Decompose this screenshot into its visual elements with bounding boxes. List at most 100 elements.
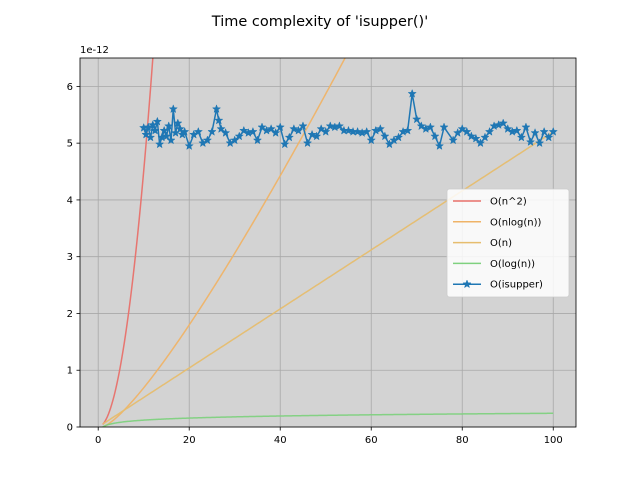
x-tick-label: 40: [274, 435, 287, 446]
data-point: [525, 137, 536, 147]
y-tick-label: 0: [67, 423, 73, 434]
data-point: [166, 135, 176, 145]
data-point: [539, 126, 549, 136]
data-point: [448, 135, 458, 145]
x-tick-label: 20: [183, 435, 196, 446]
data-point: [430, 131, 440, 141]
data-point: [471, 133, 481, 143]
data-point: [366, 135, 376, 145]
data-point: [512, 125, 522, 135]
y-offset-label: 1e-12: [80, 45, 109, 56]
legend-label: O(n^2): [490, 197, 527, 208]
data-point: [214, 115, 224, 125]
data-point: [164, 121, 174, 131]
data-point: [220, 128, 231, 137]
data-point: [307, 129, 317, 139]
legend-label: O(isupper): [490, 280, 543, 291]
data-point: [216, 124, 226, 133]
data-point: [434, 141, 445, 150]
series-line-O(log(n)): [102, 412, 554, 427]
data-point: [159, 125, 169, 135]
data-point: [343, 125, 354, 135]
series-group: [102, 58, 558, 427]
axes-frame: [79, 57, 577, 428]
data-point: [211, 104, 222, 114]
x-tick-label: 0: [95, 435, 101, 446]
data-point: [521, 122, 531, 132]
data-point: [544, 132, 554, 142]
data-point: [462, 126, 472, 136]
data-point: [516, 132, 527, 142]
data-point: [234, 131, 244, 141]
data-point: [475, 138, 486, 148]
data-point: [393, 132, 404, 142]
data-point: [248, 126, 258, 136]
data-point: [154, 139, 165, 149]
data-point: [439, 122, 449, 132]
data-point: [266, 124, 276, 133]
y-tick-label: 3: [67, 252, 73, 263]
data-point: [289, 124, 299, 133]
data-point: [321, 126, 331, 136]
data-point: [161, 131, 172, 141]
data-point: [534, 138, 545, 148]
data-point: [548, 126, 558, 136]
data-point: [325, 121, 335, 131]
data-point: [193, 126, 203, 136]
data-point: [284, 132, 295, 142]
data-point: [173, 118, 183, 128]
data-point: [207, 126, 217, 136]
data-point: [252, 135, 263, 145]
data-point: [402, 125, 413, 135]
data-point: [484, 126, 495, 136]
data-point: [380, 131, 390, 141]
data-point: [457, 124, 467, 133]
legend-label: O(nlog(n)): [490, 217, 541, 228]
data-point: [293, 125, 304, 135]
legend-label: O(log(n)): [490, 259, 535, 270]
series-line-O(nlog(n)): [102, 58, 346, 427]
legend: O(n^2) O(nlog(n)) O(n) O(log(n)) O(isupper): [446, 188, 570, 298]
data-point: [184, 141, 194, 150]
data-point: [503, 124, 513, 133]
data-point: [298, 121, 308, 131]
data-point: [352, 126, 363, 136]
data-point: [239, 125, 249, 135]
legend-box: [446, 188, 570, 298]
data-point: [168, 104, 178, 114]
data-point: [275, 122, 285, 132]
y-tick-label: 1: [67, 366, 73, 377]
data-point: [141, 129, 151, 139]
y-tick-label: 5: [67, 139, 73, 150]
x-tick-label: 80: [456, 435, 469, 446]
x-tick-label: 100: [544, 435, 563, 446]
data-point: [425, 122, 436, 132]
data-point: [530, 128, 540, 137]
y-tick-label: 2: [67, 309, 73, 320]
series-line-O(n): [102, 131, 554, 425]
data-point: [150, 125, 160, 135]
data-point: [145, 132, 156, 142]
x-tick-label: 60: [365, 435, 378, 446]
data-point: [407, 88, 417, 98]
data-point: [175, 124, 185, 133]
y-tick-label: 4: [67, 195, 73, 206]
data-point: [271, 128, 281, 137]
data-point: [311, 131, 322, 141]
data-point: [302, 138, 313, 148]
data-point: [334, 121, 345, 131]
data-point: [179, 126, 190, 136]
data-point: [152, 116, 163, 126]
chart-title: Time complexity of 'isupper()': [211, 14, 428, 30]
data-point: [375, 124, 385, 133]
data-point: [316, 124, 326, 133]
data-point: [416, 121, 426, 131]
legend-marker: [462, 279, 472, 289]
y-tick-label: 6: [67, 82, 73, 93]
data-point: [257, 122, 267, 132]
data-point: [480, 132, 490, 142]
data-point: [498, 118, 508, 128]
data-point: [412, 114, 422, 124]
data-point: [280, 139, 290, 149]
